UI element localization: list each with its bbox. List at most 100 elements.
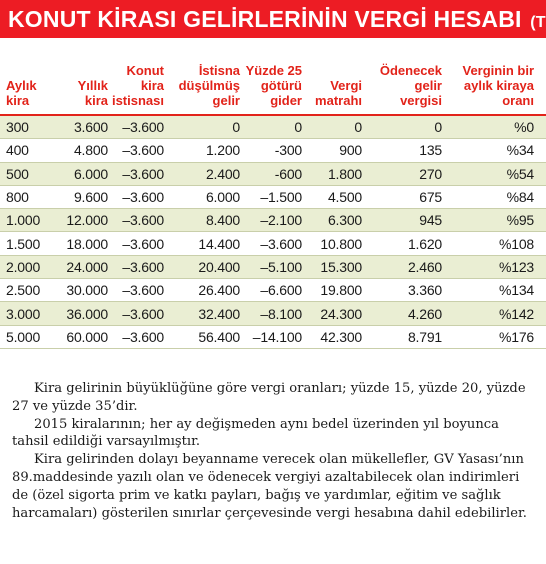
table-cell: 2.460 <box>407 258 442 275</box>
table-cell: 6.000 <box>205 189 240 206</box>
table-cell: 36.000 <box>66 305 108 322</box>
table-cell: 2.400 <box>205 165 240 182</box>
table-cell: %34 <box>506 142 535 159</box>
table-cell: –3.600 <box>122 189 164 206</box>
table-row: 2.500 30.000 –3.600 26.400 –6.600 19.800 3.360… <box>0 279 546 303</box>
column-header: Yüzde 25 götürü gider <box>245 63 302 108</box>
table-cell: –3.600 <box>122 282 164 299</box>
table-cell: 1.500 <box>6 235 41 252</box>
table-cell: %142 <box>498 305 534 322</box>
table-cell: 2.500 <box>6 282 41 299</box>
table-cell: –6.600 <box>260 282 302 299</box>
table-cell: 0 <box>294 119 302 136</box>
table-cell: 15.300 <box>320 258 362 275</box>
notes: Kira gelirinin büyüklüğüne göre vergi or… <box>12 380 538 522</box>
table-cell: 0 <box>232 119 240 136</box>
table-cell: 3.600 <box>73 119 108 136</box>
table-cell: 2.000 <box>6 258 41 275</box>
table-cell: %176 <box>498 328 534 345</box>
column-header: Aylık kira <box>6 78 37 108</box>
table-cell: 900 <box>339 142 362 159</box>
table-cell: 42.300 <box>320 328 362 345</box>
table-cell: %54 <box>506 165 535 182</box>
table-cell: 4.500 <box>327 189 362 206</box>
table-cell: 135 <box>419 142 442 159</box>
table-cell: 675 <box>419 189 442 206</box>
table-cell: 1.200 <box>205 142 240 159</box>
table-cell: 6.300 <box>327 212 362 229</box>
table-cell: 14.400 <box>198 235 240 252</box>
table-row: 5.000 60.000 –3.600 56.400 –14.100 42.300 8.79… <box>0 325 546 349</box>
table-cell: –3.600 <box>122 235 164 252</box>
table-cell: 1.000 <box>6 212 41 229</box>
table-cell: 945 <box>419 212 442 229</box>
table-cell: –3.600 <box>122 165 164 182</box>
table-body: 300 3.600 –3.600 0 0 0 0 %0 400 4.800 –3.600 1.200 -… <box>0 116 546 349</box>
table-cell: 300 <box>6 119 29 136</box>
column-header: Yıllık kira <box>77 78 108 108</box>
column-header: Verginin bir aylık kiraya oranı <box>462 63 534 108</box>
header-divider <box>0 114 546 116</box>
table-cell: –3.600 <box>122 212 164 229</box>
table-cell: 24.300 <box>320 305 362 322</box>
table-cell: 26.400 <box>198 282 240 299</box>
table-cell: 8.400 <box>205 212 240 229</box>
table-row: 1.000 12.000 –3.600 8.400 –2.100 6.300 945 %95 <box>0 209 546 233</box>
table-cell: 24.000 <box>66 258 108 275</box>
table-cell: 9.600 <box>73 189 108 206</box>
table-cell: –2.100 <box>260 212 302 229</box>
table-cell: –3.600 <box>122 142 164 159</box>
table-cell: 3.000 <box>6 305 41 322</box>
note-2: 2015 kiralarının; her ay değişmeden aynı… <box>12 416 499 450</box>
table-cell: %108 <box>498 235 534 252</box>
table-cell: -600 <box>274 165 302 182</box>
table-cell: 1.620 <box>407 235 442 252</box>
table-cell: 10.800 <box>320 235 362 252</box>
table-cell: 3.360 <box>407 282 442 299</box>
table-row: 300 3.600 –3.600 0 0 0 0 %0 <box>0 116 546 140</box>
table-cell: 20.400 <box>198 258 240 275</box>
title-text: KONUT KİRASI GELİRLERİNİN VERGİ HESABI <box>8 6 522 32</box>
table-row: 400 4.800 –3.600 1.200 -300 900 135 %34 <box>0 139 546 163</box>
note-3: Kira gelirinden dolayı beyanname verecek… <box>12 452 527 521</box>
title-bar: KONUT KİRASI GELİRLERİNİN VERGİ HESABI (… <box>0 0 546 38</box>
table-cell: 800 <box>6 189 29 206</box>
table-cell: –5.100 <box>260 258 302 275</box>
title-unit: (TL) <box>530 14 546 31</box>
table-cell: –3.600 <box>122 328 164 345</box>
table-row: 1.500 18.000 –3.600 14.400 –3.600 10.800 1.620… <box>0 232 546 256</box>
column-header: Konut kira istisnası <box>111 63 164 108</box>
table-cell: %0 <box>514 119 534 136</box>
table-cell: –3.600 <box>122 305 164 322</box>
table-cell: 1.800 <box>327 165 362 182</box>
table-cell: %134 <box>498 282 534 299</box>
table-cell: 32.400 <box>198 305 240 322</box>
table-cell: –1.500 <box>260 189 302 206</box>
table-row: 800 9.600 –3.600 6.000 –1.500 4.500 675 %84 <box>0 185 546 210</box>
table-cell: 500 <box>6 165 29 182</box>
table-cell: –3.600 <box>122 258 164 275</box>
table-cell: 0 <box>354 119 362 136</box>
column-header: Vergi matrahı <box>315 78 362 108</box>
table-cell: –3.600 <box>122 119 164 136</box>
table-cell: 19.800 <box>320 282 362 299</box>
table-cell: 0 <box>434 119 442 136</box>
note-1: Kira gelirinin büyüklüğüne göre vergi or… <box>12 381 526 414</box>
table-cell: 6.000 <box>73 165 108 182</box>
table-cell: %123 <box>498 258 534 275</box>
table-cell: –14.100 <box>252 328 302 345</box>
table-cell: –8.100 <box>260 305 302 322</box>
table-cell: 18.000 <box>66 235 108 252</box>
table-cell: 56.400 <box>198 328 240 345</box>
table-cell: 400 <box>6 142 29 159</box>
table-cell: 4.800 <box>73 142 108 159</box>
table-cell: 8.791 <box>407 328 442 345</box>
table-header: Aylık kira Yıllık kira Konut kira istisnas… <box>0 40 546 114</box>
column-header: Ödenecek gelir vergisi <box>379 63 442 108</box>
table-cell: 4.260 <box>407 305 442 322</box>
table-cell: 270 <box>419 165 442 182</box>
table-row: 500 6.000 –3.600 2.400 -600 1.800 270 %54 <box>0 162 546 186</box>
table-cell: 60.000 <box>66 328 108 345</box>
table-cell: %84 <box>506 189 535 206</box>
